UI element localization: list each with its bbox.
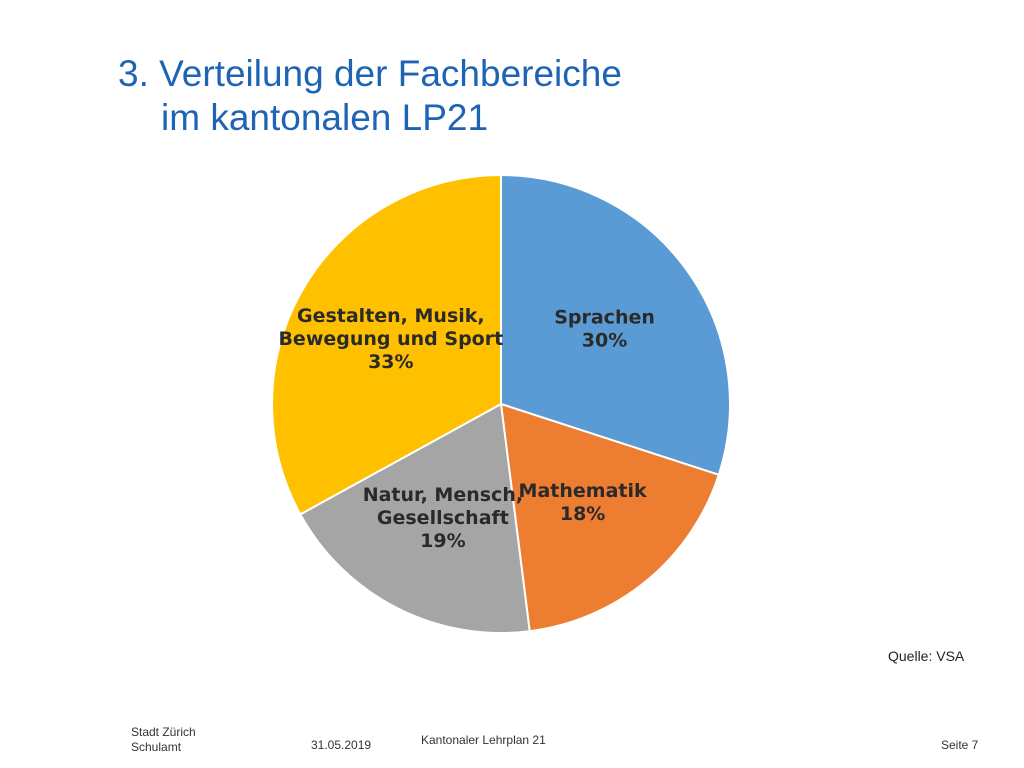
pie-label-line: 33% (368, 351, 413, 373)
pie-slice-natur-mensch-gesellschaft (298, 402, 531, 634)
pie-label-line: Bewegung und Sport (278, 328, 503, 350)
pie-slice-gestalten-musik-bewegung-und-sport (271, 173, 502, 516)
pie-label-gestalten-musik-bewegung-und-sport: Gestalten, Musik, Bewegung und Sport 33% (278, 305, 503, 373)
pie-label-line: 18% (560, 503, 605, 525)
footer-date: 31.05.2019 (311, 738, 372, 752)
title-line-2: im kantonalen LP21 (161, 97, 489, 138)
pie-label-line: Sprachen (554, 306, 655, 328)
pie-label-line: 19% (420, 530, 465, 552)
source-note: Quelle: VSA (888, 648, 965, 664)
footer-org-line-1: Stadt Zürich (131, 725, 196, 739)
title-line-1: 3. Verteilung der Fachbereiche (118, 53, 622, 94)
footer-document: Kantonaler Lehrplan 21 (421, 733, 546, 747)
pie-label-sprachen: Sprachen 30% (554, 306, 655, 351)
footer-organization: Stadt Zürich Schulamt (131, 725, 196, 755)
pie-label-line: 30% (582, 329, 627, 351)
pie-slice-sprachen (500, 173, 731, 477)
pie-label-line: Gesellschaft (377, 507, 509, 529)
page-title: 3. Verteilung der Fachbereiche im kanton… (118, 52, 622, 140)
pie-label-mathematik: Mathematik 18% (519, 480, 647, 525)
footer-page-number: Seite 7 (941, 738, 979, 752)
pie-label-line: Gestalten, Musik, (297, 305, 485, 327)
pie-label-line: Natur, Mensch, (363, 484, 523, 506)
pie-label-natur-mensch-gesellschaft: Natur, Mensch, Gesellschaft 19% (363, 484, 523, 552)
pie-slice-mathematik (499, 402, 721, 633)
footer-org-line-2: Schulamt (131, 740, 182, 754)
pie-label-line: Mathematik (519, 480, 647, 502)
